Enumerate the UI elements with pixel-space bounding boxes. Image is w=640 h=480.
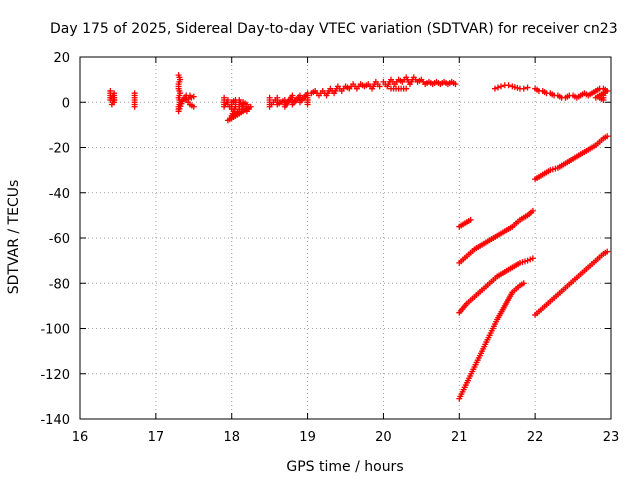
axis-ticks: 16 17 18 19 20 21 22 23 20 0 -20 -40 -60 -80 -100 -120 -…: [40, 51, 619, 445]
x-tick-label: 20: [375, 430, 392, 445]
x-tick-label: 23: [603, 430, 620, 445]
y-tick-label: -80: [49, 277, 70, 292]
data-point: [467, 216, 474, 223]
x-tick-label: 17: [148, 430, 165, 445]
series-line-d: [456, 280, 527, 402]
data-point: [520, 85, 527, 92]
series-arc-18.5-19: [266, 90, 311, 110]
series-arc-20-21: [380, 74, 459, 92]
series-line-a: [456, 216, 474, 230]
data-point: [304, 96, 311, 103]
plot-frame: [79, 56, 612, 420]
data-point: [190, 103, 197, 110]
series-line-c: [456, 255, 536, 316]
data-point: [498, 83, 505, 90]
x-tick-label: 16: [72, 430, 89, 445]
data-point: [491, 85, 498, 92]
data-point: [529, 255, 536, 262]
data-point: [224, 117, 231, 124]
y-tick-label: -40: [49, 187, 70, 202]
data-point: [131, 103, 138, 110]
data-point: [452, 81, 459, 88]
x-tick-label: 21: [451, 430, 468, 445]
series-line-f: [532, 248, 611, 318]
series-arc-22-23: [532, 85, 611, 103]
y-axis-label: SDTVAR / TECUs: [6, 180, 22, 295]
chart-title: Day 175 of 2025, Sidereal Day-to-day VTE…: [50, 21, 618, 37]
series-cluster-18: [221, 94, 254, 124]
grid: [80, 57, 611, 419]
data-point: [108, 101, 115, 108]
data-point: [524, 84, 531, 91]
data-marks: [107, 72, 611, 402]
y-tick-label: -100: [40, 323, 70, 338]
x-tick-label: 19: [299, 430, 316, 445]
data-point: [505, 82, 512, 89]
data-point: [376, 83, 383, 90]
data-point: [604, 248, 611, 255]
y-tick-label: 20: [53, 51, 70, 66]
y-tick-label: 0: [62, 96, 70, 111]
data-point: [520, 280, 527, 287]
y-tick-label: -60: [49, 232, 70, 247]
data-point: [529, 207, 536, 214]
data-point: [494, 84, 501, 91]
series-arc-21.5-22: [491, 82, 531, 92]
series-arc-19-20: [308, 78, 383, 99]
data-point: [527, 256, 534, 263]
series-cluster-16.4: [107, 87, 118, 108]
y-tick-label: -140: [40, 413, 70, 428]
data-point: [604, 133, 611, 140]
series-line-b: [456, 207, 536, 266]
x-axis-label: GPS time / hours: [286, 459, 403, 475]
x-tick-label: 18: [223, 430, 240, 445]
data-point: [388, 85, 395, 92]
y-tick-label: -20: [49, 142, 70, 157]
x-tick-label: 22: [527, 430, 544, 445]
series-cluster-17.3: [175, 72, 197, 115]
series-line-e: [532, 133, 611, 183]
series-cluster-16.7: [131, 90, 138, 110]
data-point: [524, 257, 531, 264]
y-tick-label: -120: [40, 368, 70, 383]
data-point: [600, 92, 607, 99]
